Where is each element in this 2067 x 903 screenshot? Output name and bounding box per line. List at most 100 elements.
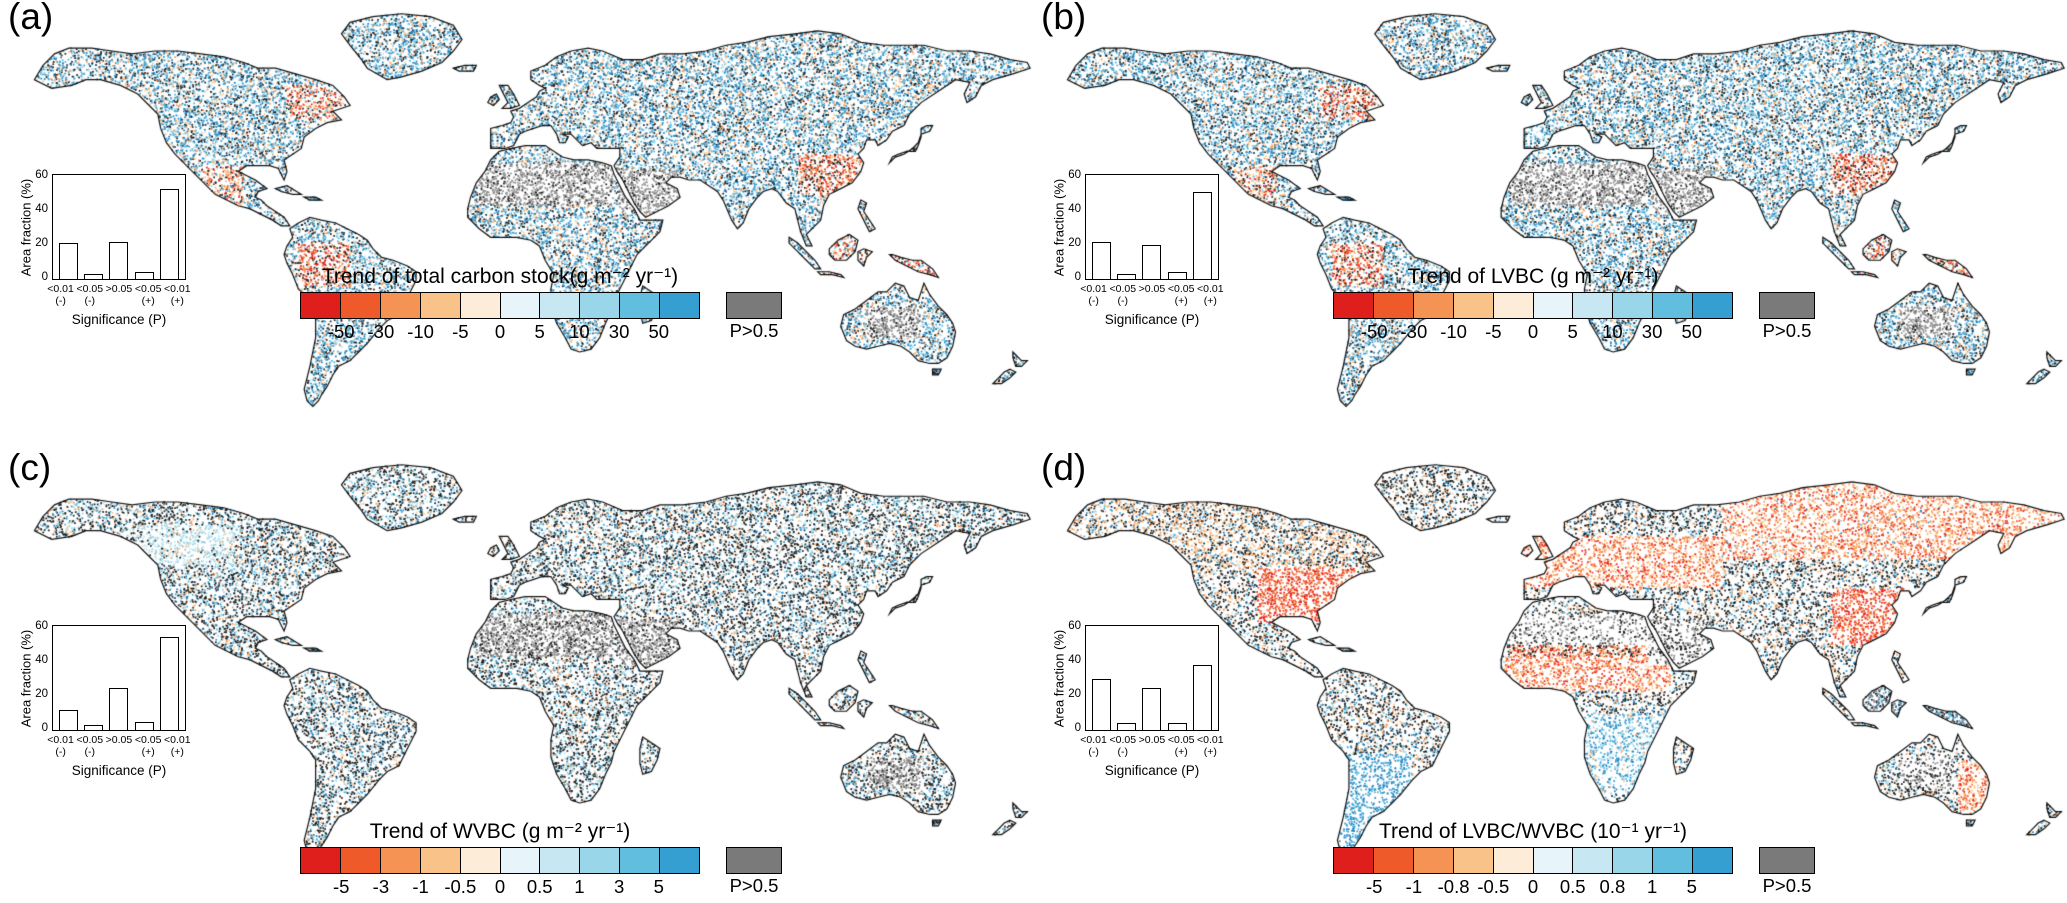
colorbar-tick-label: -50 bbox=[1361, 321, 1388, 343]
colorbar-tick-label: 0 bbox=[495, 321, 505, 343]
colorbar-segment bbox=[1613, 293, 1653, 318]
colorbar-segment bbox=[1653, 293, 1693, 318]
panel-label: (c) bbox=[8, 451, 51, 489]
colorbar-segment bbox=[1693, 293, 1732, 318]
colorbar-segment bbox=[1454, 293, 1494, 318]
colorbar-segment bbox=[1374, 848, 1414, 873]
inset-y-tick-label: 20 bbox=[20, 237, 48, 249]
inset-x-tick-labels: <0.01 (-) <0.05 (-) >0.05 <0.05 (+) <0.01 (+… bbox=[1079, 284, 1225, 307]
colorbar-segment bbox=[421, 848, 461, 873]
inset-area-fraction-chart: Area fraction (%) 0 20 40 60 <0.01 (-) <0.05… bbox=[1043, 619, 1253, 795]
bar bbox=[59, 243, 78, 279]
inset-x-tick-label: <0.01 (-) bbox=[1080, 284, 1107, 307]
nodata-legend: P>0.5 bbox=[1757, 847, 1817, 897]
inset-plot bbox=[1085, 625, 1219, 731]
colorbar-segment bbox=[381, 848, 421, 873]
colorbar-tick-row: -5 -3 -1 -0.5 0 0.5 1 3 5 bbox=[300, 847, 700, 874]
colorbar-segment bbox=[1494, 293, 1534, 318]
nodata-label: P>0.5 bbox=[1757, 875, 1817, 897]
colorbar-tick-label: -10 bbox=[1440, 321, 1467, 343]
colorbar-tick-label: -5 bbox=[333, 876, 349, 898]
bar bbox=[1092, 679, 1111, 730]
colorbar-tick-row: -50 -30 -10 -5 0 5 10 30 50 bbox=[1333, 292, 1733, 319]
colorbar-segment bbox=[1653, 848, 1693, 873]
colorbar-segment bbox=[501, 848, 541, 873]
colorbar-tick-label: 1 bbox=[574, 876, 584, 898]
colorbar-tick-label: 0 bbox=[1528, 321, 1538, 343]
colorbar-tick-label: -0.5 bbox=[444, 876, 476, 898]
colorbar-segment bbox=[1414, 293, 1454, 318]
colorbar-tick-label: 0 bbox=[495, 876, 505, 898]
bar bbox=[59, 710, 78, 730]
colorbar-tick-row: -50 -30 -10 -5 0 5 10 30 50 bbox=[300, 292, 700, 319]
colorbar-tick-label: 5 bbox=[1568, 321, 1578, 343]
colorbar-segment bbox=[1534, 293, 1574, 318]
inset-area-fraction-chart: Area fraction (%) 0 20 40 60 <0.01 (-) <0.05… bbox=[10, 168, 220, 344]
colorbar-tick-label: -30 bbox=[1401, 321, 1428, 343]
colorbar-segment bbox=[1534, 848, 1574, 873]
bar bbox=[135, 272, 154, 279]
inset-y-tick-label: 60 bbox=[20, 620, 48, 632]
inset-bars bbox=[1086, 175, 1218, 279]
colorbar-tick-label: -5 bbox=[1485, 321, 1501, 343]
bar bbox=[1193, 192, 1212, 279]
inset-x-tick-label: <0.01 (+) bbox=[164, 735, 191, 758]
colorbar-tick-label: -50 bbox=[328, 321, 355, 343]
inset-area-fraction-chart: Area fraction (%) 0 20 40 60 <0.01 (-) <0.05… bbox=[10, 619, 220, 795]
colorbar-tick-label: 1 bbox=[1647, 876, 1657, 898]
colorbar-tick-label: -1 bbox=[412, 876, 428, 898]
inset-x-tick-label: <0.05 (+) bbox=[135, 735, 162, 758]
bar bbox=[1193, 665, 1212, 730]
colorbar-tick-label: 0.8 bbox=[1600, 876, 1626, 898]
inset-y-tick-label: 0 bbox=[20, 271, 48, 283]
bar bbox=[84, 725, 103, 730]
nodata-swatch bbox=[726, 847, 782, 874]
colorbar-segment bbox=[580, 848, 620, 873]
colorbar-tick-label: 50 bbox=[649, 321, 670, 343]
bar bbox=[160, 189, 179, 279]
bar bbox=[109, 242, 128, 279]
inset-y-tick-label: 40 bbox=[1053, 654, 1081, 666]
colorbar-tick-label: 5 bbox=[535, 321, 545, 343]
bar bbox=[1142, 688, 1161, 731]
inset-x-tick-label: <0.01 (-) bbox=[1080, 735, 1107, 758]
colorbar-segment bbox=[461, 848, 501, 873]
colorbar-tick-label: 30 bbox=[1642, 321, 1663, 343]
colorbar-tick-label: -30 bbox=[368, 321, 395, 343]
colorbar-segment bbox=[1334, 848, 1374, 873]
colorbar-tick-label: 10 bbox=[1602, 321, 1623, 343]
colorbar-tick-label: -5 bbox=[1366, 876, 1382, 898]
inset-y-tick-label: 40 bbox=[20, 203, 48, 215]
colorbar-segment bbox=[1334, 293, 1374, 318]
nodata-legend: P>0.5 bbox=[1757, 292, 1817, 342]
colorbar-tick-label: 10 bbox=[569, 321, 590, 343]
inset-x-tick-label: <0.05 (+) bbox=[1168, 284, 1195, 307]
inset-plot bbox=[52, 625, 186, 731]
colorbar-title: Trend of total carbon stock(g m⁻² yr⁻¹) bbox=[300, 264, 700, 289]
bar bbox=[1142, 245, 1161, 279]
colorbar-segment bbox=[341, 293, 381, 318]
inset-x-tick-label: <0.05 (-) bbox=[1109, 735, 1136, 758]
inset-x-tick-label: >0.05 bbox=[106, 284, 133, 307]
bar bbox=[160, 637, 179, 731]
nodata-legend: P>0.5 bbox=[724, 292, 784, 342]
inset-x-tick-labels: <0.01 (-) <0.05 (-) >0.05 <0.05 (+) <0.01 (+… bbox=[46, 284, 192, 307]
colorbar-tick-label: -1 bbox=[1406, 876, 1422, 898]
colorbar-tick-label: 3 bbox=[614, 876, 624, 898]
inset-bars bbox=[53, 626, 185, 730]
inset-y-tick-label: 60 bbox=[20, 169, 48, 181]
colorbar: Trend of LVBC (g m⁻² yr⁻¹) -50 -30 -10 -5 0 5… bbox=[1333, 264, 1833, 342]
inset-y-tick-label: 40 bbox=[1053, 203, 1081, 215]
inset-x-tick-label: <0.01 (+) bbox=[1197, 284, 1224, 307]
inset-x-axis-label: Significance (P) bbox=[1085, 312, 1219, 327]
colorbar-segment bbox=[540, 848, 580, 873]
colorbar-tick-label: 50 bbox=[1682, 321, 1703, 343]
nodata-label: P>0.5 bbox=[724, 875, 784, 897]
colorbar-tick-label: 30 bbox=[609, 321, 630, 343]
colorbar-segment bbox=[381, 293, 421, 318]
inset-y-tick-label: 60 bbox=[1053, 169, 1081, 181]
bar bbox=[1117, 723, 1136, 730]
colorbar-segment bbox=[580, 293, 620, 318]
colorbar-title: Trend of WVBC (g m⁻² yr⁻¹) bbox=[300, 819, 700, 844]
inset-y-tick-label: 20 bbox=[1053, 688, 1081, 700]
